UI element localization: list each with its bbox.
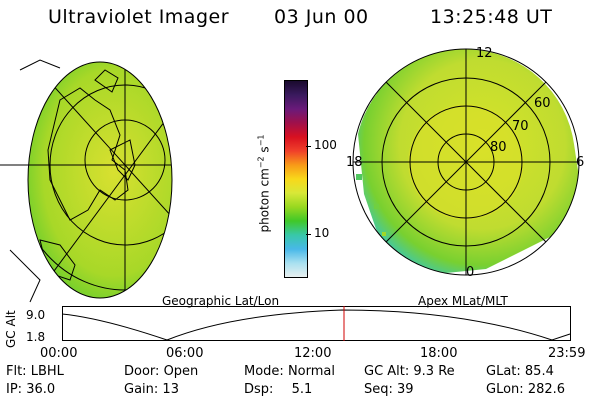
mlat-label-80: 80 xyxy=(490,140,507,155)
gc-alt-field: GC Alt: 9.3 Re xyxy=(364,364,455,379)
ip-field: IP: 36.0 xyxy=(6,382,56,397)
glat-field: GLat: 85.4 xyxy=(486,364,554,379)
dsp-field: Dsp: 5.1 xyxy=(244,382,313,397)
mode-field: Mode: Normal xyxy=(244,364,335,379)
seq-value: 39 xyxy=(397,382,414,397)
colorbar-tick-label: 10 xyxy=(314,226,330,240)
glat-value: 85.4 xyxy=(524,364,554,379)
altitude-xtick: 12:00 xyxy=(294,346,332,361)
geographic-globe-image xyxy=(0,59,173,303)
mlt-label-12: 12 xyxy=(476,46,493,61)
altitude-xtick: 06:00 xyxy=(166,346,204,361)
mode-value: Normal xyxy=(287,364,335,379)
seq-field: Seq: 39 xyxy=(364,382,414,397)
mlt-label-6: 6 xyxy=(576,155,585,170)
filter-value: LBHL xyxy=(30,364,64,379)
colorbar-tick-label: 100 xyxy=(314,138,337,152)
mlat-label-70: 70 xyxy=(512,119,529,134)
door-value: Open xyxy=(163,364,199,379)
instrument-title: Ultraviolet Imager xyxy=(48,6,230,28)
mlt-label-18: 18 xyxy=(346,155,363,170)
colorbar-tick-100 xyxy=(306,146,311,147)
altitude-plot xyxy=(62,306,571,341)
gain-field: Gain: 13 xyxy=(124,382,179,397)
altitude-ytick-min: 1.8 xyxy=(26,330,46,344)
door-field: Door: Open xyxy=(124,364,199,379)
altitude-ylabel: GC Alt xyxy=(4,310,18,348)
time-label: 13:25:48 UT xyxy=(430,6,553,28)
filter-field: Flt: LBHL xyxy=(6,364,64,379)
right-panel-label: Apex MLat/MLT xyxy=(418,294,508,308)
apex-polar-plot xyxy=(352,48,580,276)
dsp-value: 5.1 xyxy=(291,382,313,397)
mlat-label-60: 60 xyxy=(534,96,551,111)
ip-value: 36.0 xyxy=(26,382,56,397)
glon-value: 282.6 xyxy=(527,382,566,397)
colorbar-tick-10 xyxy=(306,234,311,235)
mlt-label-0: 0 xyxy=(466,265,475,280)
colorbar-unit-label: photon cm−2 s−1 xyxy=(256,134,272,233)
colorbar xyxy=(284,80,308,278)
date-label: 03 Jun 00 xyxy=(274,6,369,28)
gain-value: 13 xyxy=(162,382,179,397)
altitude-xtick: 00:00 xyxy=(40,346,78,361)
colorbar-gradient xyxy=(285,81,307,277)
left-panel-label: Geographic Lat/Lon xyxy=(162,294,280,308)
glon-field: GLon: 282.6 xyxy=(486,382,566,397)
altitude-xtick: 23:59 xyxy=(548,346,586,361)
altitude-xtick: 18:00 xyxy=(420,346,458,361)
gc-alt-value: 9.3 Re xyxy=(413,364,455,379)
altitude-ytick-max: 9.0 xyxy=(26,308,46,322)
